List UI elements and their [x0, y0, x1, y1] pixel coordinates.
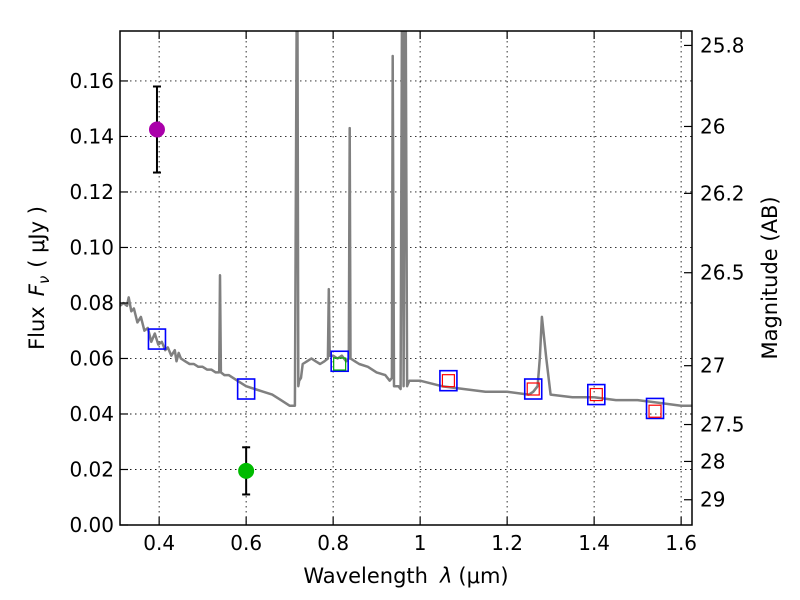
axis-ticks: 0.4 0.6 0.8 1 1.2 1.4 1.6 0.00 0.02 0.04 0.06 0.08 0…	[69, 31, 745, 555]
x-tick-label: 1.4	[578, 531, 610, 555]
y-axis-title: Flux Fν ( μJy )	[25, 206, 53, 350]
observed-photometry-point	[648, 404, 662, 418]
y-axis-symbol: F	[25, 283, 49, 296]
y-axis-unit: ( μJy )	[25, 206, 49, 268]
x-tick-label: 1.2	[491, 531, 523, 555]
axes-frame	[119, 30, 693, 526]
y2-tick-label: 29	[700, 488, 725, 512]
detection-point	[238, 462, 255, 479]
y2-tick-label: 28	[700, 449, 725, 473]
x-tick-label: 1.6	[665, 531, 697, 555]
observed-photometry-point	[526, 382, 540, 396]
x-axis-unit: (μm)	[458, 564, 508, 588]
observed-photometry-point	[333, 357, 347, 371]
x-tick-label: 0.6	[230, 531, 262, 555]
x-tick-label: 0.4	[143, 531, 175, 555]
plot-series-group	[120, 31, 692, 496]
observed-photometry-point	[589, 387, 603, 402]
y2-tick-label: 26.2	[700, 181, 745, 205]
y-tick-label: 0.04	[69, 402, 114, 426]
y2-tick-label: 27.5	[700, 413, 745, 437]
y2-tick-label: 27	[700, 354, 725, 378]
y-tick-label: 0.12	[69, 180, 114, 204]
x-tick-label: 1	[414, 531, 427, 555]
model-photometry-point	[587, 383, 606, 406]
y-tick-label: 0.06	[69, 346, 114, 370]
y-tick-label: 0.00	[69, 513, 114, 537]
x-tick-label: 0.8	[317, 531, 349, 555]
y2-axis-title: Magnitude (AB)	[758, 196, 782, 359]
spectrum-line	[120, 31, 692, 407]
model-photometry-point	[147, 328, 167, 350]
observed-photometry-point	[441, 374, 456, 388]
y-tick-label: 0.10	[69, 235, 114, 259]
y2-tick-label: 26	[700, 114, 725, 138]
y-tick-label: 0.14	[69, 124, 114, 148]
x-axis-title: Wavelength λ (μm)	[303, 564, 508, 588]
model-photometry-point	[523, 378, 543, 400]
model-photometry-point	[645, 397, 665, 420]
x-axis-label: Wavelength	[303, 564, 428, 588]
x-axis-lambda: λ	[439, 564, 452, 588]
y-tick-label: 0.02	[69, 457, 114, 481]
y-tick-label: 0.08	[69, 291, 114, 315]
model-photometry-point	[236, 378, 256, 400]
y-tick-label: 0.16	[69, 69, 114, 93]
y-axis-symbol-sub: ν	[35, 276, 53, 284]
y-axis-label: Flux	[25, 306, 49, 350]
plot-area	[120, 31, 692, 496]
model-photometry-point	[330, 350, 349, 373]
model-photometry-point	[439, 369, 458, 392]
y2-tick-label: 25.8	[700, 33, 745, 57]
y2-tick-label: 26.5	[700, 261, 745, 285]
detection-point	[148, 121, 165, 138]
